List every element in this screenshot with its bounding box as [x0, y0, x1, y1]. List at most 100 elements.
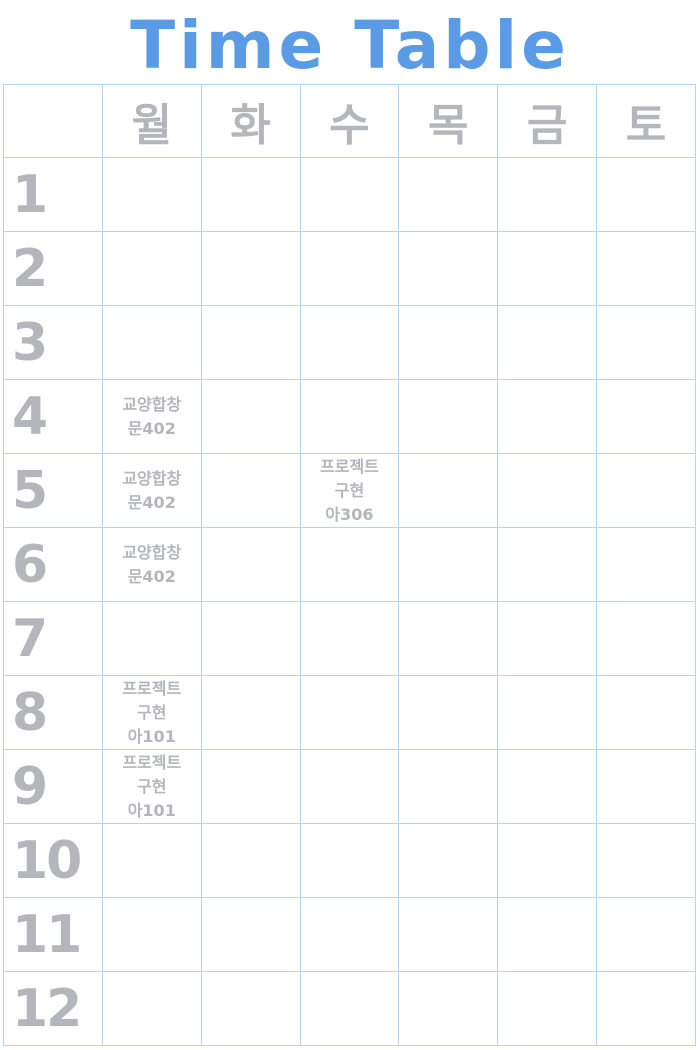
timetable-cell-thu-6[interactable] [398, 527, 499, 602]
timetable-cell-thu-12[interactable] [398, 971, 499, 1046]
timetable-cell-thu-1[interactable] [398, 157, 499, 232]
timetable-cell-mon-8[interactable]: 프로젝트 구현 아101 [101, 675, 202, 750]
timetable-cell-wed-2[interactable] [299, 231, 400, 306]
day-header-thu: 목 [398, 84, 499, 158]
period-row: 12 [3, 971, 696, 1046]
timetable-cell-thu-9[interactable] [398, 749, 499, 824]
period-label: 2 [3, 231, 103, 306]
timetable-cell-thu-2[interactable] [398, 231, 499, 306]
class-entry-line: 아101 [127, 726, 176, 746]
timetable-cell-fri-9[interactable] [497, 749, 598, 824]
timetable-cell-tue-4[interactable] [200, 379, 301, 454]
timetable-cell-sat-6[interactable] [596, 527, 696, 602]
timetable-cell-sat-7[interactable] [596, 601, 696, 676]
timetable-cell-tue-11[interactable] [200, 897, 301, 972]
timetable-cell-wed-1[interactable] [299, 157, 400, 232]
timetable-cell-wed-12[interactable] [299, 971, 400, 1046]
timetable-cell-tue-9[interactable] [200, 749, 301, 824]
timetable-cell-wed-4[interactable] [299, 379, 400, 454]
timetable-cell-tue-3[interactable] [200, 305, 301, 380]
timetable-cell-sat-2[interactable] [596, 231, 696, 306]
timetable-cell-mon-4[interactable]: 교양합창 문402 [101, 379, 202, 454]
period-row: 5 교양합창 문402 프로젝트 구현 아306 [3, 453, 696, 528]
timetable-cell-tue-5[interactable] [200, 453, 301, 528]
timetable-cell-mon-12[interactable] [101, 971, 202, 1046]
timetable-cell-wed-10[interactable] [299, 823, 400, 898]
timetable-cell-tue-6[interactable] [200, 527, 301, 602]
timetable-cell-sat-3[interactable] [596, 305, 696, 380]
timetable-cell-wed-8[interactable] [299, 675, 400, 750]
period-row: 9 프로젝트 구현 아101 [3, 749, 696, 824]
timetable-cell-mon-11[interactable] [101, 897, 202, 972]
timetable-cell-mon-9[interactable]: 프로젝트 구현 아101 [101, 749, 202, 824]
timetable-cell-thu-4[interactable] [398, 379, 499, 454]
timetable-cell-wed-11[interactable] [299, 897, 400, 972]
timetable-cell-fri-6[interactable] [497, 527, 598, 602]
period-row: 7 [3, 601, 696, 676]
period-label: 3 [3, 305, 103, 380]
period-row: 4 교양합창 문402 [3, 379, 696, 454]
timetable-cell-mon-6[interactable]: 교양합창 문402 [101, 527, 202, 602]
period-row: 1 [3, 157, 696, 232]
class-entry-line: 아101 [127, 800, 176, 820]
timetable-cell-mon-5[interactable]: 교양합창 문402 [101, 453, 202, 528]
timetable-cell-wed-7[interactable] [299, 601, 400, 676]
timetable-cell-tue-1[interactable] [200, 157, 301, 232]
timetable-cell-sat-8[interactable] [596, 675, 696, 750]
day-header-wed: 수 [299, 84, 400, 158]
timetable-cell-thu-3[interactable] [398, 305, 499, 380]
timetable-cell-thu-8[interactable] [398, 675, 499, 750]
timetable-cell-thu-7[interactable] [398, 601, 499, 676]
period-label: 6 [3, 527, 103, 602]
timetable-cell-fri-8[interactable] [497, 675, 598, 750]
timetable: 월 화 수 목 금 토 1 2 3 4 교양합창 문402 5 교양합창 문402 프로젝트 구현 아… [3, 84, 696, 1046]
timetable-cell-fri-2[interactable] [497, 231, 598, 306]
period-row: 6 교양합창 문402 [3, 527, 696, 602]
timetable-cell-thu-11[interactable] [398, 897, 499, 972]
timetable-cell-fri-5[interactable] [497, 453, 598, 528]
timetable-cell-sat-4[interactable] [596, 379, 696, 454]
class-entry-line: 프로젝트 [320, 456, 379, 476]
timetable-cell-sat-11[interactable] [596, 897, 696, 972]
period-label: 10 [3, 823, 103, 898]
timetable-cell-tue-10[interactable] [200, 823, 301, 898]
period-row: 8 프로젝트 구현 아101 [3, 675, 696, 750]
timetable-cell-fri-10[interactable] [497, 823, 598, 898]
timetable-cell-wed-6[interactable] [299, 527, 400, 602]
timetable-cell-mon-10[interactable] [101, 823, 202, 898]
timetable-cell-fri-12[interactable] [497, 971, 598, 1046]
period-label: 4 [3, 379, 103, 454]
timetable-cell-tue-2[interactable] [200, 231, 301, 306]
class-entry-line: 문402 [127, 566, 176, 586]
timetable-cell-fri-1[interactable] [497, 157, 598, 232]
timetable-cell-wed-9[interactable] [299, 749, 400, 824]
timetable-cell-mon-3[interactable] [101, 305, 202, 380]
class-entry: 프로젝트 구현 아101 [103, 751, 200, 823]
period-label: 9 [3, 749, 103, 824]
timetable-cell-sat-5[interactable] [596, 453, 696, 528]
timetable-cell-wed-3[interactable] [299, 305, 400, 380]
class-entry: 프로젝트 구현 아101 [103, 677, 200, 749]
day-header-fri: 금 [497, 84, 598, 158]
timetable-cell-sat-1[interactable] [596, 157, 696, 232]
timetable-cell-tue-7[interactable] [200, 601, 301, 676]
timetable-cell-fri-7[interactable] [497, 601, 598, 676]
class-entry-line: 교양합창 [122, 468, 182, 488]
timetable-cell-thu-10[interactable] [398, 823, 499, 898]
timetable-cell-thu-5[interactable] [398, 453, 499, 528]
day-header-sat: 토 [596, 84, 696, 158]
timetable-cell-tue-8[interactable] [200, 675, 301, 750]
timetable-cell-sat-10[interactable] [596, 823, 696, 898]
timetable-cell-mon-7[interactable] [101, 601, 202, 676]
timetable-cell-tue-12[interactable] [200, 971, 301, 1046]
class-entry-line: 프로젝트 [122, 678, 182, 698]
timetable-cell-fri-3[interactable] [497, 305, 598, 380]
timetable-cell-fri-4[interactable] [497, 379, 598, 454]
class-entry-line: 구현 [334, 480, 365, 500]
timetable-cell-sat-12[interactable] [596, 971, 696, 1046]
timetable-cell-fri-11[interactable] [497, 897, 598, 972]
timetable-cell-sat-9[interactable] [596, 749, 696, 824]
timetable-cell-mon-2[interactable] [101, 231, 202, 306]
timetable-cell-wed-5[interactable]: 프로젝트 구현 아306 [299, 453, 400, 528]
timetable-cell-mon-1[interactable] [101, 157, 202, 232]
